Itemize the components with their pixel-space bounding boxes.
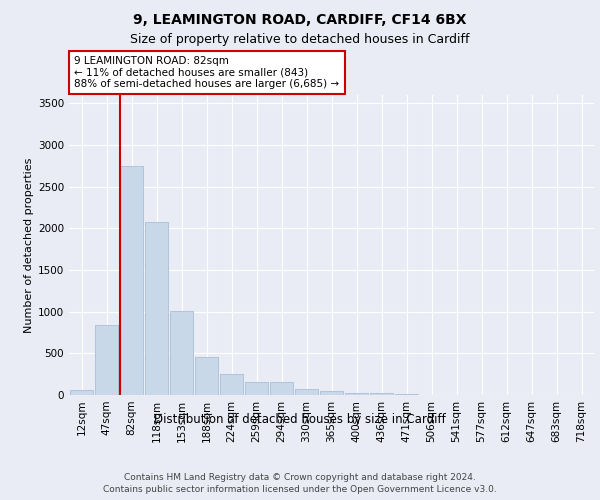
Bar [170,311,193,395]
Bar [370,394,393,395]
Bar [395,394,418,395]
Y-axis label: Number of detached properties: Number of detached properties [24,158,34,332]
Text: Distribution of detached houses by size in Cardiff: Distribution of detached houses by size … [154,412,446,426]
Bar [120,166,143,395]
Text: Contains HM Land Registry data © Crown copyright and database right 2024.
Contai: Contains HM Land Registry data © Crown c… [103,472,497,494]
Bar [345,392,368,395]
Text: 9, LEAMINGTON ROAD, CARDIFF, CF14 6BX: 9, LEAMINGTON ROAD, CARDIFF, CF14 6BX [133,12,467,26]
Text: 9 LEAMINGTON ROAD: 82sqm
← 11% of detached houses are smaller (843)
88% of semi-: 9 LEAMINGTON ROAD: 82sqm ← 11% of detach… [74,56,340,89]
Bar [95,325,118,395]
Bar [320,391,343,395]
Bar [270,382,293,395]
Bar [245,382,268,395]
Bar [195,356,218,395]
Bar [220,374,243,395]
Bar [295,389,318,395]
Bar [70,390,93,395]
Bar [145,222,168,395]
Text: Size of property relative to detached houses in Cardiff: Size of property relative to detached ho… [130,32,470,46]
